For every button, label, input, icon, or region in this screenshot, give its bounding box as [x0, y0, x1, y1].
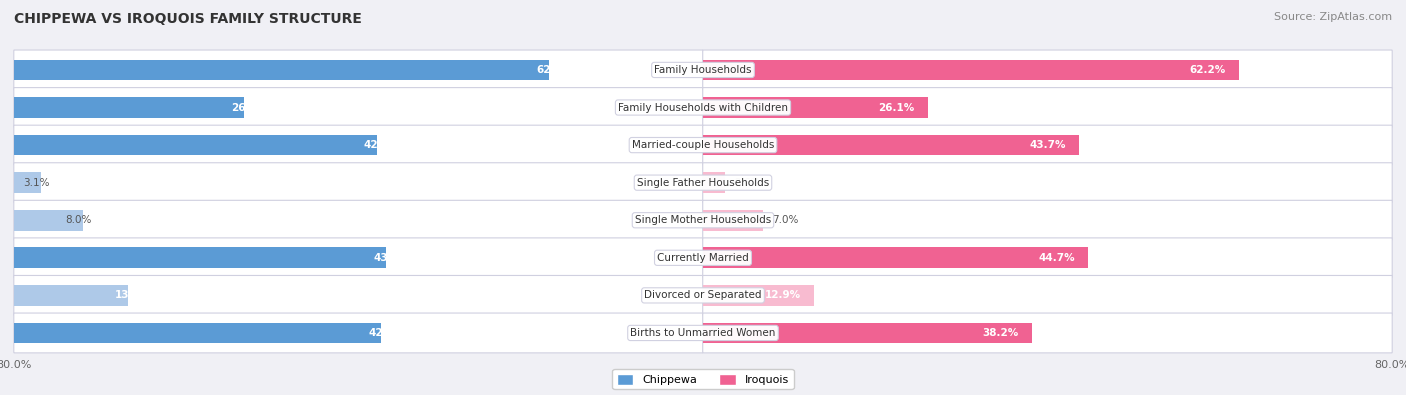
- Text: Currently Married: Currently Married: [657, 253, 749, 263]
- FancyBboxPatch shape: [14, 275, 703, 315]
- Text: 62.1%: 62.1%: [536, 65, 572, 75]
- Bar: [703, 248, 1088, 268]
- FancyBboxPatch shape: [703, 125, 1392, 165]
- FancyBboxPatch shape: [14, 88, 703, 128]
- FancyBboxPatch shape: [14, 125, 703, 165]
- Text: Single Mother Households: Single Mother Households: [636, 215, 770, 225]
- FancyBboxPatch shape: [14, 200, 703, 240]
- Text: 38.2%: 38.2%: [983, 328, 1019, 338]
- Bar: [14, 97, 245, 118]
- Text: 42.1%: 42.1%: [364, 140, 401, 150]
- FancyBboxPatch shape: [14, 238, 703, 278]
- Text: 62.2%: 62.2%: [1189, 65, 1226, 75]
- Bar: [14, 135, 377, 155]
- Bar: [703, 172, 725, 193]
- Text: Divorced or Separated: Divorced or Separated: [644, 290, 762, 300]
- Text: Family Households: Family Households: [654, 65, 752, 75]
- Bar: [703, 210, 763, 231]
- FancyBboxPatch shape: [14, 313, 703, 353]
- Text: 13.2%: 13.2%: [115, 290, 150, 300]
- Bar: [14, 248, 387, 268]
- FancyBboxPatch shape: [703, 163, 1392, 203]
- FancyBboxPatch shape: [703, 313, 1392, 353]
- Bar: [703, 135, 1080, 155]
- Bar: [14, 323, 381, 343]
- FancyBboxPatch shape: [703, 238, 1392, 278]
- Bar: [703, 285, 814, 306]
- Bar: [703, 97, 928, 118]
- Bar: [703, 60, 1239, 80]
- Text: 43.2%: 43.2%: [373, 253, 409, 263]
- FancyBboxPatch shape: [703, 88, 1392, 128]
- Text: 12.9%: 12.9%: [765, 290, 801, 300]
- Text: 42.6%: 42.6%: [368, 328, 405, 338]
- Bar: [14, 172, 41, 193]
- Legend: Chippewa, Iroquois: Chippewa, Iroquois: [613, 369, 793, 389]
- Text: 2.6%: 2.6%: [734, 178, 761, 188]
- FancyBboxPatch shape: [703, 275, 1392, 315]
- Text: Family Households with Children: Family Households with Children: [619, 103, 787, 113]
- FancyBboxPatch shape: [703, 50, 1392, 90]
- Text: 43.7%: 43.7%: [1031, 140, 1066, 150]
- Text: 26.1%: 26.1%: [879, 103, 915, 113]
- Text: 8.0%: 8.0%: [65, 215, 91, 225]
- Bar: [14, 60, 548, 80]
- Bar: [14, 285, 128, 306]
- Bar: [703, 323, 1032, 343]
- Text: Married-couple Households: Married-couple Households: [631, 140, 775, 150]
- Text: 44.7%: 44.7%: [1039, 253, 1076, 263]
- FancyBboxPatch shape: [14, 163, 703, 203]
- Text: Births to Unmarried Women: Births to Unmarried Women: [630, 328, 776, 338]
- Text: Source: ZipAtlas.com: Source: ZipAtlas.com: [1274, 12, 1392, 22]
- Text: CHIPPEWA VS IROQUOIS FAMILY STRUCTURE: CHIPPEWA VS IROQUOIS FAMILY STRUCTURE: [14, 12, 361, 26]
- Text: 7.0%: 7.0%: [772, 215, 799, 225]
- Text: Single Father Households: Single Father Households: [637, 178, 769, 188]
- Bar: [14, 210, 83, 231]
- Text: 26.7%: 26.7%: [231, 103, 267, 113]
- Text: 3.1%: 3.1%: [22, 178, 49, 188]
- FancyBboxPatch shape: [14, 50, 703, 90]
- FancyBboxPatch shape: [703, 200, 1392, 240]
